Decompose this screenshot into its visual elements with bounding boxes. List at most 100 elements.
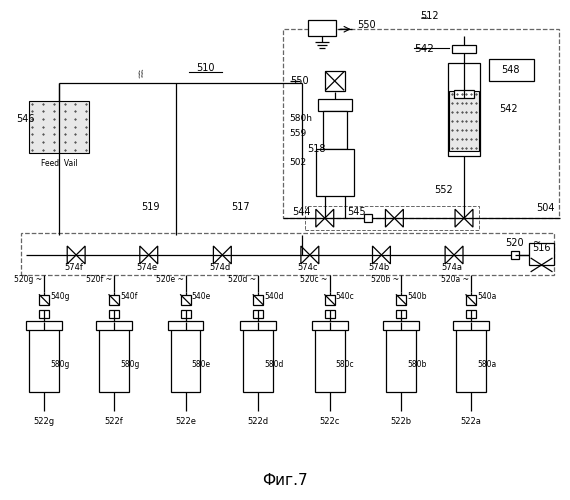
- Text: 545: 545: [348, 207, 367, 217]
- Bar: [99, 324, 129, 392]
- Bar: [489, 59, 534, 81]
- Bar: [109, 310, 119, 318]
- Text: 518: 518: [307, 144, 325, 154]
- Bar: [39, 310, 50, 318]
- Bar: [243, 324, 273, 392]
- Bar: [26, 320, 62, 330]
- Text: ~: ~: [534, 238, 541, 248]
- Text: 580a: 580a: [477, 360, 496, 369]
- Bar: [253, 310, 263, 318]
- Text: 522e: 522e: [175, 417, 196, 426]
- Text: 580b: 580b: [408, 360, 427, 369]
- Bar: [240, 320, 276, 330]
- Bar: [181, 294, 190, 304]
- Text: 559: 559: [289, 129, 306, 138]
- Text: 520: 520: [506, 238, 524, 248]
- Bar: [283, 29, 560, 218]
- Bar: [364, 214, 372, 222]
- Bar: [454, 90, 474, 98]
- Bar: [325, 71, 345, 91]
- Text: 520g ~: 520g ~: [14, 276, 42, 284]
- Bar: [456, 324, 486, 392]
- Bar: [318, 99, 352, 111]
- Text: 542: 542: [414, 44, 434, 54]
- Bar: [253, 294, 263, 304]
- Text: 520d ~: 520d ~: [228, 276, 256, 284]
- Bar: [448, 63, 480, 156]
- Text: 510: 510: [196, 63, 215, 73]
- Bar: [325, 310, 335, 318]
- Bar: [528, 243, 555, 265]
- Text: 522c: 522c: [320, 417, 340, 426]
- Bar: [396, 310, 406, 318]
- Text: 580c: 580c: [336, 360, 355, 369]
- Text: 544: 544: [292, 207, 311, 217]
- Text: 574a: 574a: [442, 263, 463, 272]
- Bar: [170, 324, 201, 392]
- Bar: [30, 101, 89, 152]
- Bar: [325, 294, 335, 304]
- Text: 540d: 540d: [264, 292, 284, 301]
- Text: 580h: 580h: [289, 114, 312, 123]
- Text: 580g: 580g: [120, 360, 139, 369]
- Text: 548: 548: [502, 65, 520, 75]
- Bar: [453, 320, 489, 330]
- Text: 502: 502: [289, 158, 306, 167]
- Text: 546: 546: [17, 114, 35, 124]
- Bar: [466, 310, 476, 318]
- Text: 540e: 540e: [192, 292, 211, 301]
- Bar: [396, 294, 406, 304]
- Text: //: //: [137, 69, 145, 79]
- Bar: [449, 91, 479, 150]
- Bar: [109, 294, 119, 304]
- Text: 520a ~: 520a ~: [441, 276, 469, 284]
- Text: 540a: 540a: [477, 292, 496, 301]
- Bar: [181, 310, 190, 318]
- Text: Фиг.7: Фиг.7: [262, 473, 308, 488]
- Bar: [305, 206, 479, 230]
- Bar: [316, 148, 353, 196]
- Bar: [315, 324, 345, 392]
- Bar: [30, 324, 59, 392]
- Text: 522g: 522g: [34, 417, 55, 426]
- Text: 540g: 540g: [50, 292, 70, 301]
- Bar: [323, 111, 347, 148]
- Text: 580g: 580g: [50, 360, 70, 369]
- Text: 522b: 522b: [391, 417, 412, 426]
- Bar: [384, 320, 420, 330]
- Text: 574f: 574f: [65, 263, 84, 272]
- Text: 540f: 540f: [120, 292, 137, 301]
- Bar: [466, 294, 476, 304]
- Bar: [312, 320, 348, 330]
- Text: 522f: 522f: [104, 417, 123, 426]
- Bar: [386, 324, 416, 392]
- Text: 574c: 574c: [298, 263, 318, 272]
- Text: 520c ~: 520c ~: [300, 276, 328, 284]
- Bar: [39, 294, 50, 304]
- Text: 580e: 580e: [192, 360, 211, 369]
- Bar: [511, 251, 519, 259]
- Bar: [96, 320, 132, 330]
- Bar: [452, 45, 476, 53]
- Text: 574b: 574b: [369, 263, 390, 272]
- Text: Feed  Vail: Feed Vail: [41, 158, 78, 168]
- Bar: [168, 320, 203, 330]
- Text: 522a: 522a: [461, 417, 482, 426]
- Text: 504: 504: [536, 203, 555, 213]
- Text: 580d: 580d: [264, 360, 283, 369]
- Text: 550: 550: [357, 20, 376, 30]
- Text: 520b ~: 520b ~: [371, 276, 400, 284]
- Text: 516: 516: [532, 243, 551, 253]
- Text: 520f ~: 520f ~: [86, 276, 112, 284]
- Text: 574e: 574e: [136, 263, 157, 272]
- Bar: [22, 233, 553, 275]
- Text: 512: 512: [420, 12, 438, 22]
- Text: 552: 552: [434, 186, 453, 196]
- Bar: [308, 20, 336, 36]
- Text: 517: 517: [231, 202, 250, 212]
- Text: 519: 519: [141, 202, 160, 212]
- Text: 550: 550: [290, 76, 308, 86]
- Text: 574d: 574d: [210, 263, 231, 272]
- Text: 540b: 540b: [408, 292, 427, 301]
- Text: 522d: 522d: [247, 417, 268, 426]
